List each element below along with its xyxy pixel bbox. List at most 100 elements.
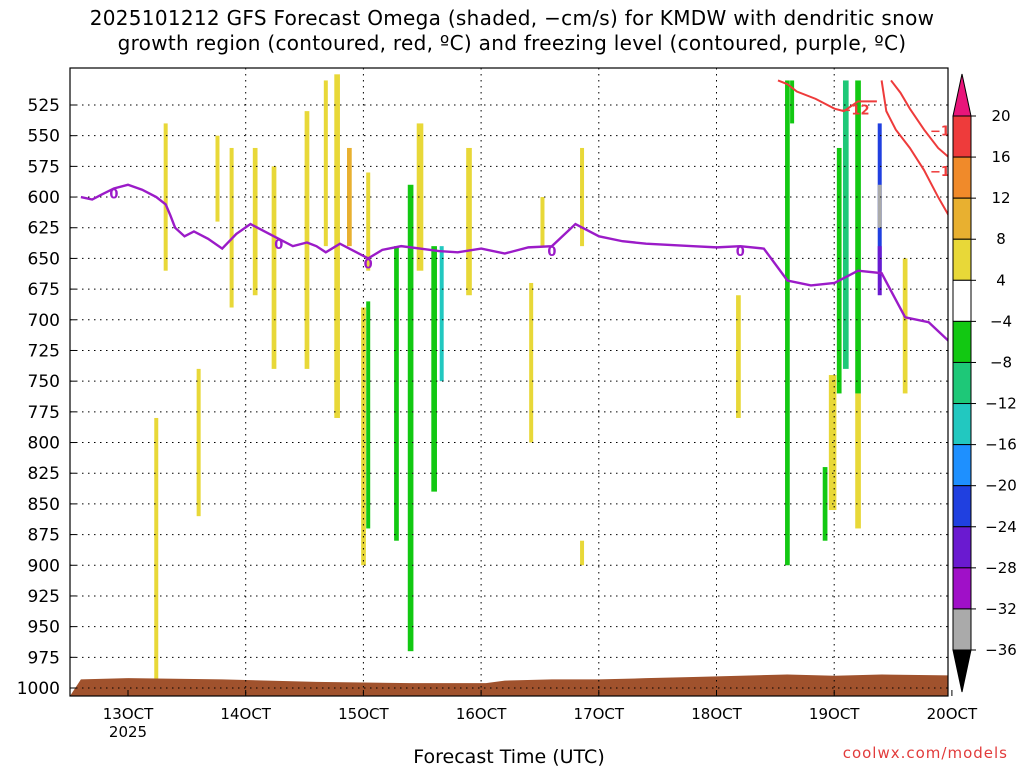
omega-cell (842, 80, 849, 369)
x-axis-label: Forecast Time (UTC) (413, 746, 604, 768)
x-tick-label: 16OCT (456, 705, 507, 723)
y-tick-label: 825 (28, 464, 60, 484)
omega-cell (394, 246, 399, 541)
colorbar-label: −32 (985, 600, 1017, 618)
omega-cell (366, 172, 371, 271)
y-tick-label: 875 (28, 526, 60, 546)
grid (70, 68, 948, 696)
y-tick-label: 900 (28, 556, 60, 576)
x-tick-label: 20OCT (927, 705, 978, 723)
omega-cell (439, 246, 444, 382)
omega-cell (163, 123, 168, 271)
omega-cell (855, 393, 861, 529)
omega-cell (580, 147, 585, 247)
chart-title: 2025101212 GFS Forecast Omega (shaded, −… (0, 6, 1024, 56)
omega-cell (416, 123, 424, 271)
omega-cell (431, 246, 437, 492)
y-tick-label: 725 (28, 341, 60, 361)
title-line-2: growth region (contoured, red, ºC) and f… (117, 31, 907, 55)
x-tick-sublabel: 2025 (109, 723, 147, 741)
y-tick-label: 650 (28, 249, 60, 269)
y-tick-label: 775 (28, 403, 60, 423)
y-tick-label: 575 (28, 157, 60, 177)
colorbar-bottom-arrow (952, 649, 972, 693)
x-tick-label: 13OCT (103, 705, 154, 723)
freezing-level-path (80, 183, 948, 342)
omega-cell (736, 295, 741, 418)
omega-cell (877, 246, 882, 296)
omega-cell (347, 147, 352, 247)
y-tick-label: 925 (28, 587, 60, 607)
y-tick-label: 950 (28, 618, 60, 638)
y-tick-label: 975 (28, 648, 60, 668)
colorbar-bin (952, 197, 972, 240)
omega-cell (836, 147, 842, 394)
plot-frame (69, 67, 949, 697)
colorbar-top-arrow (952, 73, 972, 117)
colorbar-bin (952, 567, 972, 610)
omega-cell (407, 184, 414, 652)
omega-cell (466, 147, 472, 296)
omega-cell (271, 166, 277, 369)
x-tick-label: 18OCT (691, 705, 742, 723)
y-tick-label: 625 (28, 219, 60, 239)
colorbar-label: 4 (996, 271, 1006, 289)
colorbar-bin (952, 361, 972, 405)
omega-cell (323, 80, 328, 247)
colorbar-label: −8 (990, 353, 1012, 371)
terrain-fill (70, 674, 948, 696)
colorbar-label: 8 (996, 230, 1006, 248)
y-tick-label: 1000 (17, 679, 60, 699)
omega-cell (252, 147, 258, 296)
omega-cell (877, 184, 882, 228)
dendritic-isotherms: −12−15−12−18−12 (777, 79, 959, 217)
colorbar-label: 12 (991, 189, 1010, 207)
isotherm-label: −12 (930, 165, 959, 180)
omega-cell (902, 258, 908, 394)
colorbar-label: −28 (985, 559, 1017, 577)
y-tick-label: 850 (28, 495, 60, 515)
omega-cell (790, 80, 795, 124)
colorbar-bin (952, 403, 972, 446)
y-tick-label: 550 (28, 127, 60, 147)
x-tick-label: 15OCT (338, 705, 389, 723)
x-tick-label: 17OCT (574, 705, 625, 723)
isotherm-path (880, 80, 948, 217)
isotherm-label: −12 (841, 104, 870, 119)
freezing-level-label: 0 (109, 187, 118, 202)
omega-cell (855, 80, 861, 394)
omega-cell (304, 111, 310, 369)
omega-cell (361, 307, 366, 566)
title-line-1: 2025101212 GFS Forecast Omega (shaded, −… (89, 6, 935, 30)
colorbar-bin (952, 156, 972, 199)
y-tick-label: 700 (28, 311, 60, 331)
omega-cell (229, 147, 234, 308)
omega-cell (822, 467, 828, 541)
isotherm-label: −15 (930, 125, 959, 140)
omega-cell (196, 368, 201, 517)
omega-cell (580, 540, 585, 566)
terrain-shape (70, 674, 948, 696)
colorbar-label: −4 (990, 312, 1012, 330)
y-axis-pressure: 525 550 575 600 625 650 675 700 725 750 775 800 825 8… (17, 96, 76, 699)
colorbar-bin (952, 115, 972, 158)
freezing-level-label: 0 (364, 257, 373, 272)
colorbar-bin (952, 238, 972, 281)
y-tick-label: 600 (28, 188, 60, 208)
omega-cell (154, 417, 159, 688)
y-tick-label: 525 (28, 96, 60, 116)
colorbar-label: −12 (985, 395, 1017, 413)
colorbar-label: −36 (985, 641, 1017, 659)
x-tick-label: 19OCT (809, 705, 860, 723)
omega-cell (366, 301, 371, 529)
freezing-level-label: 0 (274, 238, 283, 253)
isotherm-path (777, 79, 877, 113)
x-tick-label: 14OCT (220, 705, 271, 723)
colorbar-label: −24 (985, 518, 1017, 536)
colorbar-bin (952, 444, 972, 487)
freezing-level-label: 0 (736, 245, 745, 260)
colorbar-bin (952, 279, 972, 322)
